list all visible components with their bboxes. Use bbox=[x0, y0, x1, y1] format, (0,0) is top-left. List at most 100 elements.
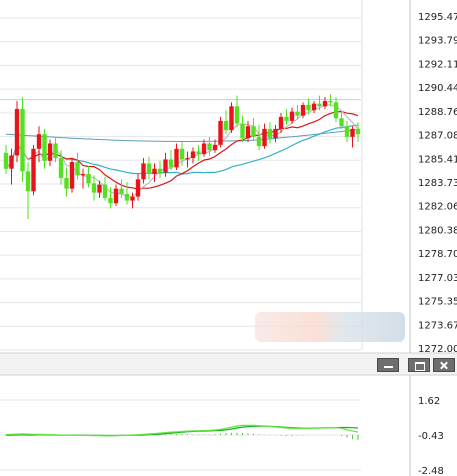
candle-body bbox=[218, 120, 223, 145]
candle-body bbox=[229, 106, 234, 131]
candle-body bbox=[31, 148, 36, 192]
candle-body bbox=[201, 143, 207, 155]
candle-body bbox=[168, 159, 174, 168]
candle-body bbox=[69, 162, 75, 189]
price-tick-label: 1273.67 bbox=[418, 320, 457, 331]
blurred-watermark bbox=[255, 312, 405, 342]
candle-body bbox=[64, 178, 69, 189]
candle-body bbox=[207, 143, 212, 151]
candle-body bbox=[108, 197, 113, 204]
candle-body bbox=[190, 151, 196, 159]
candle-body bbox=[25, 171, 31, 192]
candle-body bbox=[328, 100, 333, 103]
candle-body bbox=[306, 104, 311, 111]
candle-body bbox=[179, 148, 185, 160]
candle-body bbox=[339, 118, 344, 127]
close-button[interactable] bbox=[433, 358, 455, 372]
price-axis: 1295.47 1293.79 1292.11 1290.44 1288.76 1287.… bbox=[418, 12, 457, 355]
candle-body bbox=[267, 128, 273, 139]
candle-body bbox=[3, 152, 9, 169]
panel-divider bbox=[0, 353, 457, 375]
candle-body bbox=[355, 128, 361, 135]
maximize-icon bbox=[415, 362, 425, 371]
minimize-button[interactable] bbox=[377, 358, 399, 372]
candle-body bbox=[344, 126, 350, 137]
candle-body bbox=[245, 126, 251, 139]
candle-body bbox=[262, 128, 267, 147]
candle-body bbox=[256, 136, 262, 147]
candle-body bbox=[135, 179, 141, 197]
price-tick-label: 1285.41 bbox=[418, 154, 457, 165]
candle-body bbox=[42, 134, 47, 161]
candle-body bbox=[300, 104, 306, 116]
price-tick-label: 1290.44 bbox=[418, 83, 457, 94]
price-tick-label: 1287.08 bbox=[418, 131, 457, 142]
candle-body bbox=[333, 102, 339, 119]
candle-body bbox=[130, 196, 135, 201]
oscillator-line bbox=[5, 424, 359, 437]
candle-body bbox=[251, 126, 256, 137]
candle-body bbox=[311, 103, 317, 111]
candle-body bbox=[119, 188, 124, 194]
price-tick-label: 1278.70 bbox=[418, 249, 457, 260]
candle-body bbox=[113, 188, 119, 204]
candle-body bbox=[278, 116, 284, 129]
ma-long-line bbox=[5, 129, 359, 142]
candle-body bbox=[284, 116, 289, 121]
candle-body bbox=[58, 158, 64, 179]
candle-body bbox=[47, 143, 53, 161]
candle-body bbox=[240, 123, 245, 139]
price-tick-label: 1283.73 bbox=[418, 178, 457, 189]
candle-body bbox=[196, 151, 201, 155]
price-tick-label: 1277.03 bbox=[418, 273, 457, 284]
candlestick-series bbox=[3, 94, 361, 220]
candle-body bbox=[102, 184, 108, 198]
minimize-icon bbox=[384, 366, 393, 368]
oscillator-tick-label: -0.43 bbox=[418, 431, 444, 442]
moving-average-lines bbox=[5, 104, 359, 198]
candle-body bbox=[163, 159, 168, 173]
candle-body bbox=[141, 163, 146, 180]
oscillator-axis: 1.62 -0.43 -2.48 bbox=[418, 396, 444, 476]
price-tick-label: 1272.00 bbox=[418, 344, 457, 355]
price-tick-label: 1288.76 bbox=[418, 107, 457, 118]
candle-body bbox=[53, 143, 58, 159]
candle-body bbox=[80, 174, 86, 176]
candle-body bbox=[289, 111, 295, 121]
candle-body bbox=[234, 106, 240, 124]
candle-body bbox=[36, 134, 42, 149]
price-tick-label: 1293.79 bbox=[418, 36, 457, 47]
oscillator-tick-label: 1.62 bbox=[418, 396, 440, 407]
price-tick-label: 1280.38 bbox=[418, 225, 457, 236]
candle-body bbox=[317, 103, 322, 107]
candle-body bbox=[322, 100, 328, 107]
candle-body bbox=[212, 144, 218, 151]
ma-mid-line bbox=[5, 110, 359, 190]
price-tick-label: 1275.35 bbox=[418, 297, 457, 308]
candle-body bbox=[185, 158, 190, 160]
main-gridlines bbox=[0, 17, 361, 351]
price-tick-label: 1295.47 bbox=[418, 12, 457, 23]
candle-body bbox=[20, 108, 25, 172]
oscillator-tick-label: -2.48 bbox=[418, 466, 444, 476]
candle-body bbox=[91, 183, 97, 193]
candle-body bbox=[97, 184, 102, 193]
candle-body bbox=[146, 163, 152, 175]
candle-body bbox=[9, 155, 14, 169]
candle-body bbox=[75, 162, 80, 176]
candle-body bbox=[174, 148, 179, 168]
oscillator-series bbox=[5, 424, 359, 440]
candle-body bbox=[14, 108, 20, 156]
candle-body bbox=[124, 193, 130, 201]
candle-body bbox=[86, 174, 91, 184]
candle-body bbox=[295, 111, 300, 116]
candle-body bbox=[350, 128, 355, 137]
price-tick-label: 1292.11 bbox=[418, 59, 457, 70]
candle-body bbox=[152, 168, 157, 175]
candle-body bbox=[273, 128, 278, 139]
candle-body bbox=[157, 168, 163, 173]
candle-body bbox=[223, 120, 229, 131]
maximize-button[interactable] bbox=[408, 358, 430, 372]
price-tick-label: 1282.06 bbox=[418, 202, 457, 213]
